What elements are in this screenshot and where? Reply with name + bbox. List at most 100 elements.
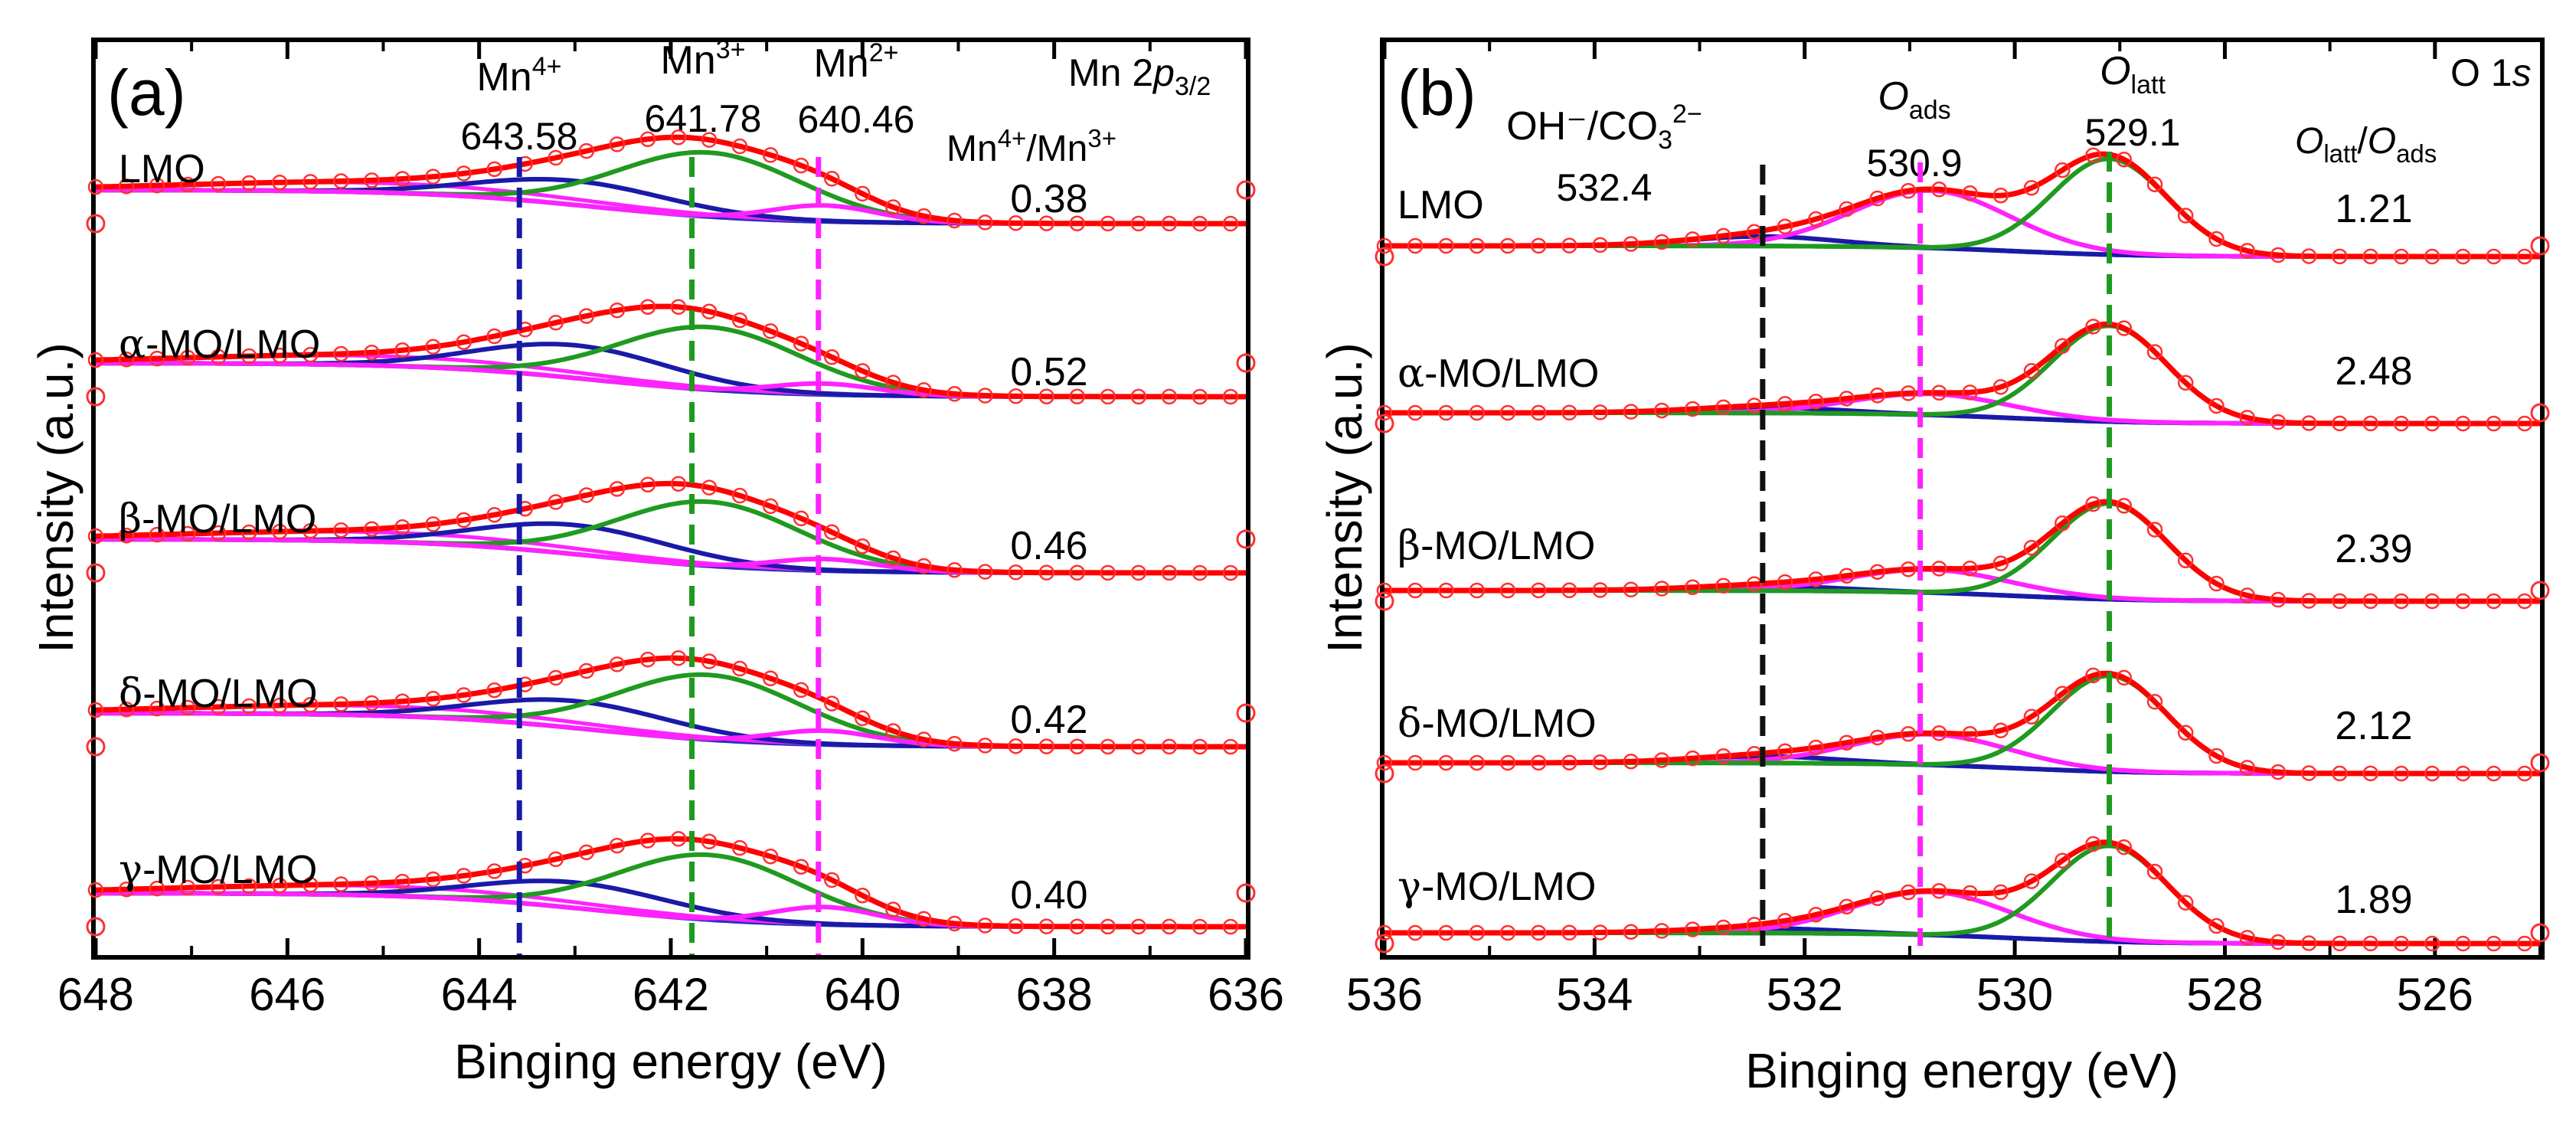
raw-data-point <box>2455 593 2471 610</box>
raw-data-point <box>2516 935 2533 952</box>
raw-data-point <box>1192 918 1208 935</box>
raw-data-point <box>302 877 319 893</box>
raw-data-point <box>1375 764 1394 783</box>
raw-data-point <box>885 375 901 391</box>
raw-data-point <box>2177 552 2194 568</box>
raw-data-point <box>1438 754 1454 771</box>
raw-data-point <box>1685 921 1701 937</box>
raw-data-point <box>977 214 993 231</box>
raw-data-point <box>916 558 932 574</box>
raw-data-point <box>364 172 380 188</box>
raw-data-point <box>1161 738 1178 755</box>
raw-data-point <box>1222 564 1239 581</box>
raw-data-point <box>701 132 718 148</box>
raw-data-point <box>2055 515 2071 532</box>
raw-data-point <box>1236 883 1256 903</box>
raw-data-point <box>824 524 840 541</box>
raw-data-point <box>578 662 595 679</box>
raw-data-point <box>2424 765 2440 782</box>
raw-data-point <box>1561 237 1577 254</box>
raw-data-point <box>210 878 227 895</box>
raw-data-point <box>885 550 901 567</box>
raw-data-point <box>1100 918 1116 935</box>
panel-b-label: (b) <box>1398 57 1476 129</box>
raw-data-point <box>916 731 932 747</box>
peak-name-label: Mn4+ <box>476 52 561 100</box>
x-tick-label: 636 <box>1208 969 1284 1020</box>
sample-label: β-MO/LMO <box>1398 523 1595 569</box>
raw-data-point <box>1962 885 1978 901</box>
raw-data-point <box>149 350 165 367</box>
raw-data-point <box>639 833 656 849</box>
raw-data-point <box>2530 581 2550 600</box>
raw-data-point <box>2393 765 2410 782</box>
x-tick-label: 646 <box>249 969 325 1020</box>
raw-data-point <box>1008 215 1024 231</box>
raw-data-point <box>2362 935 2378 952</box>
ratio-value: 0.38 <box>1010 177 1087 221</box>
raw-data-point <box>118 527 135 544</box>
raw-data-point <box>946 386 963 402</box>
raw-data-point <box>241 175 257 191</box>
raw-data-point <box>2300 935 2317 951</box>
raw-data-point <box>1100 215 1116 232</box>
raw-data-point <box>1038 564 1054 581</box>
raw-data-point <box>1192 388 1208 405</box>
raw-data-point <box>1900 385 1917 401</box>
raw-data-point <box>2146 694 2163 710</box>
raw-data-point <box>272 877 288 894</box>
raw-data-point <box>2023 362 2040 379</box>
raw-data-point <box>333 876 349 892</box>
raw-data-point <box>456 512 472 528</box>
raw-data-point <box>486 506 502 523</box>
raw-data-point <box>1469 404 1485 421</box>
raw-data-point <box>1469 754 1485 771</box>
raw-data-point <box>1777 743 1793 760</box>
raw-data-point <box>1499 924 1516 941</box>
raw-data-point <box>885 723 901 739</box>
raw-data-point <box>149 177 165 194</box>
raw-data-point <box>86 387 106 407</box>
raw-data-point <box>2530 236 2550 256</box>
raw-data-point <box>1407 582 1424 599</box>
raw-data-point <box>2424 935 2440 952</box>
raw-data-point <box>1375 247 1394 267</box>
raw-data-point <box>2116 839 2133 855</box>
raw-data-point <box>824 695 840 711</box>
raw-data-point <box>1992 722 2009 739</box>
raw-data-point <box>1192 215 1208 232</box>
raw-data-point <box>578 142 595 159</box>
raw-data-point <box>1931 561 1947 577</box>
raw-data-point <box>2362 593 2378 610</box>
ratio-value: 1.89 <box>2335 878 2412 922</box>
raw-data-point <box>2424 415 2440 432</box>
raw-data-point <box>456 868 472 884</box>
raw-data-point <box>2486 765 2502 782</box>
raw-data-point <box>2085 836 2101 852</box>
raw-data-point <box>824 171 840 187</box>
raw-data-point <box>2023 539 2040 556</box>
raw-data-point <box>1069 564 1085 581</box>
raw-data-point <box>364 695 380 711</box>
raw-data-point <box>1869 890 1886 907</box>
raw-data-point <box>2208 231 2225 247</box>
raw-data-point <box>1222 215 1239 232</box>
raw-data-point <box>241 348 257 365</box>
raw-data-point <box>1561 754 1577 770</box>
raw-data-point <box>1161 564 1178 581</box>
raw-data-point <box>701 653 718 669</box>
raw-data-point <box>2362 765 2378 782</box>
raw-data-point <box>1407 924 1424 941</box>
raw-data-point <box>2270 591 2287 608</box>
ratio-value: 0.40 <box>1010 873 1087 918</box>
raw-data-point <box>1130 918 1147 935</box>
raw-data-point <box>1375 414 1394 433</box>
panel-a-ylabel: Intensity (a.u.) <box>28 342 83 653</box>
raw-data-point <box>1839 568 1855 584</box>
raw-data-point <box>916 911 932 927</box>
sample-label: δ-MO/LMO <box>1398 701 1597 747</box>
raw-data-point <box>946 561 963 578</box>
raw-data-point <box>2239 410 2255 426</box>
raw-data-point <box>1499 754 1516 771</box>
raw-data-point <box>2332 415 2348 432</box>
